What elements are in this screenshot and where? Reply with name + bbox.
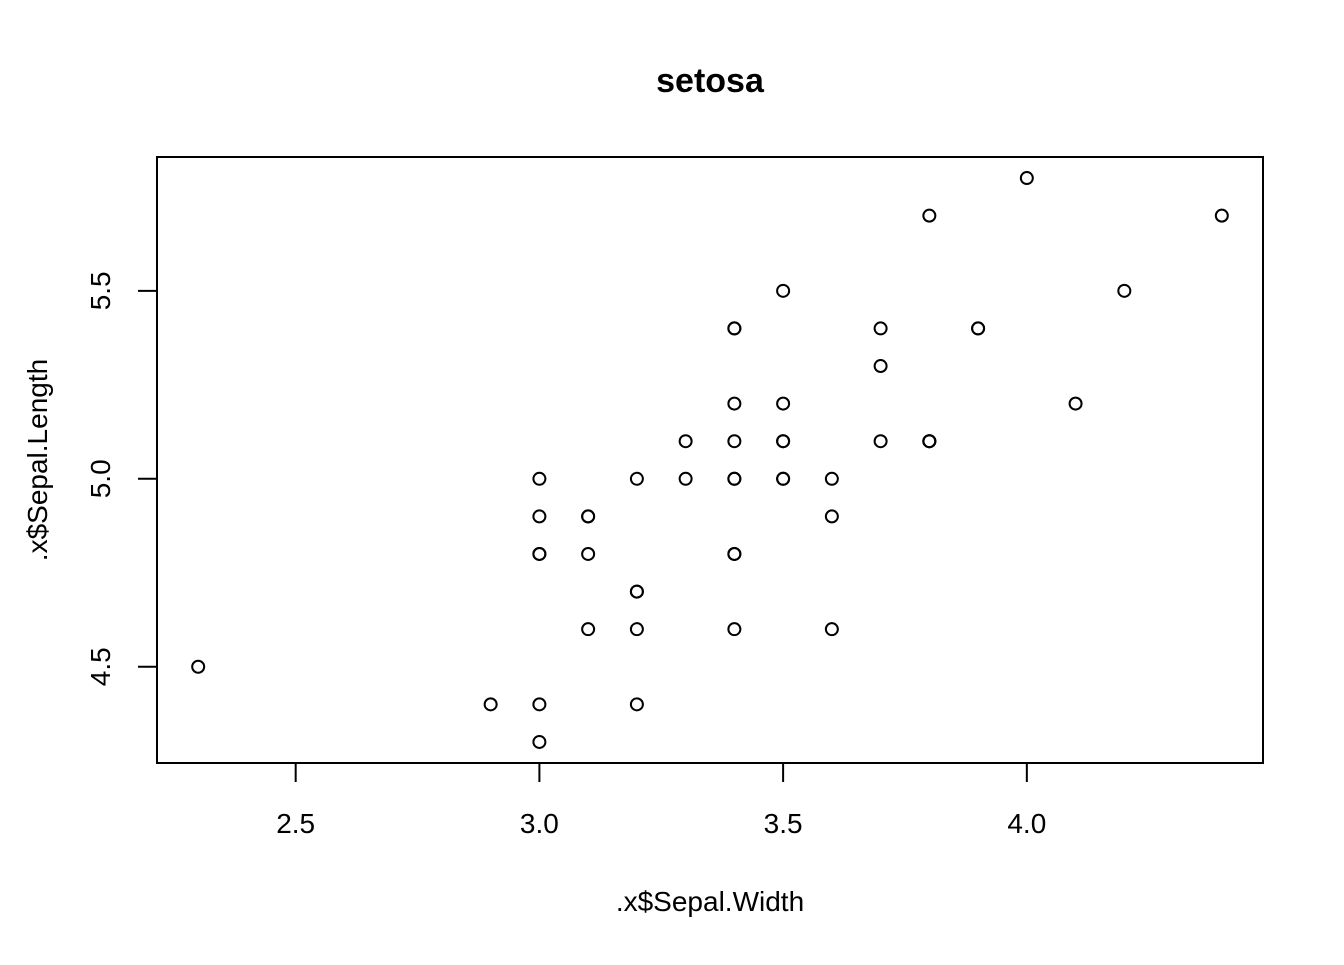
y-tick-label: 4.5	[85, 647, 116, 686]
data-point	[727, 434, 742, 449]
data-point	[727, 622, 742, 637]
data-point	[532, 509, 547, 524]
data-point	[971, 321, 986, 336]
data-point	[922, 208, 937, 223]
x-tick-label: 3.0	[520, 808, 559, 839]
data-point	[776, 283, 791, 298]
x-axis: 2.5 3.0 3.5 4.0	[276, 762, 1046, 839]
data-point	[629, 622, 644, 637]
data-points	[191, 171, 1229, 749]
y-axis-label: .x$Sepal.Length	[22, 359, 53, 561]
data-point	[1214, 208, 1229, 223]
data-point	[581, 509, 596, 524]
data-point	[629, 471, 644, 486]
data-point	[727, 471, 742, 486]
data-point	[581, 546, 596, 561]
y-tick-label: 5.5	[85, 271, 116, 310]
data-point	[678, 434, 693, 449]
plot-frame	[156, 156, 1264, 764]
x-tick-label: 2.5	[276, 808, 315, 839]
data-point	[727, 546, 742, 561]
x-tick-label: 3.5	[764, 808, 803, 839]
data-point	[483, 697, 498, 712]
chart-title: setosa	[656, 62, 765, 100]
data-point	[776, 471, 791, 486]
data-point	[1019, 171, 1034, 186]
data-point	[824, 509, 839, 524]
y-tick-label: 5.0	[85, 459, 116, 498]
data-point	[824, 471, 839, 486]
data-point	[873, 321, 888, 336]
data-point	[922, 434, 937, 449]
data-point	[776, 434, 791, 449]
data-point	[191, 659, 206, 674]
data-point	[873, 434, 888, 449]
x-tick-label: 4.0	[1007, 808, 1046, 839]
data-point	[532, 697, 547, 712]
data-point	[629, 584, 644, 599]
data-point	[581, 622, 596, 637]
data-point	[532, 471, 547, 486]
data-point	[532, 546, 547, 561]
data-point	[727, 321, 742, 336]
data-point	[629, 697, 644, 712]
data-point	[776, 396, 791, 411]
data-point	[532, 734, 547, 749]
x-axis-label: .x$Sepal.Width	[616, 886, 804, 917]
data-point	[873, 359, 888, 374]
data-point	[824, 622, 839, 637]
data-point	[1117, 283, 1132, 298]
data-point	[1068, 396, 1083, 411]
y-axis: 4.5 5.0 5.5	[85, 271, 158, 686]
data-point	[678, 471, 693, 486]
data-point	[727, 396, 742, 411]
